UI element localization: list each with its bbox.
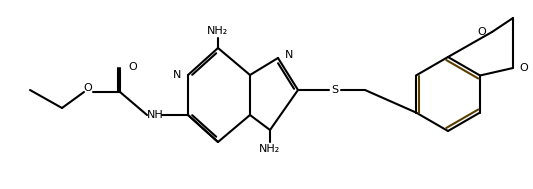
Text: O: O [84,83,92,93]
Text: NH: NH [147,110,164,120]
Text: N: N [173,70,181,80]
Text: NH₂: NH₂ [260,144,281,154]
Text: O: O [128,62,137,72]
Text: NH₂: NH₂ [207,26,229,36]
Text: O: O [519,63,528,73]
Text: O: O [477,27,486,37]
Text: S: S [332,85,338,95]
Text: N: N [285,50,293,60]
